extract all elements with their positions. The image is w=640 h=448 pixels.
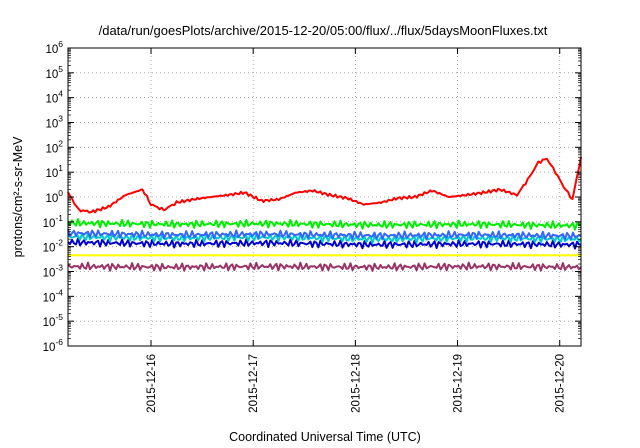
x-tick-label: 2015-12-19	[453, 354, 465, 413]
y-tick-label: 10-4	[43, 287, 64, 304]
series-line	[67, 261, 582, 272]
series-line	[67, 232, 582, 245]
series-line	[67, 253, 582, 257]
x-tick-label: 2015-12-18	[350, 354, 362, 413]
x-tick-label: 2015-12-20	[555, 354, 567, 413]
y-tick-label: 10-6	[43, 337, 64, 354]
y-tick-label: 100	[45, 188, 63, 205]
series-line	[67, 229, 582, 241]
y-axis: 10-6 10-5 10-4 10-3 10-2 10-1 100 101 102 103 104 1…	[43, 39, 581, 354]
y-tick-label: 10-1	[43, 213, 64, 230]
y-tick-label: 106	[45, 39, 63, 56]
x-tick-label: 2015-12-16	[146, 354, 158, 413]
y-tick-label: 10-3	[43, 263, 64, 280]
chart-title: /data/run/goesPlots/archive/2015-12-20/0…	[99, 23, 548, 38]
y-tick-label: 103	[45, 114, 63, 131]
y-tick-label: 102	[45, 138, 63, 155]
x-tick-label: 2015-12-17	[248, 354, 260, 413]
y-tick-label: 10-5	[43, 312, 64, 329]
y-tick-label: 104	[45, 89, 63, 106]
series-line	[67, 157, 582, 214]
y-tick-label: 101	[45, 163, 63, 180]
y-tick-label: 10-2	[43, 238, 64, 255]
grid	[68, 48, 581, 346]
y-axis-label: protons/cm²-s-sr-MeV	[11, 136, 25, 258]
series-line	[67, 218, 582, 231]
y-tick-label: 105	[45, 64, 63, 81]
series-layer	[67, 157, 582, 272]
x-axis: 2015-12-16 2015-12-17 2015-12-18 2015-12-19…	[146, 48, 567, 413]
series-line	[67, 237, 582, 250]
x-axis-label: Coordinated Universal Time (UTC)	[229, 430, 421, 444]
